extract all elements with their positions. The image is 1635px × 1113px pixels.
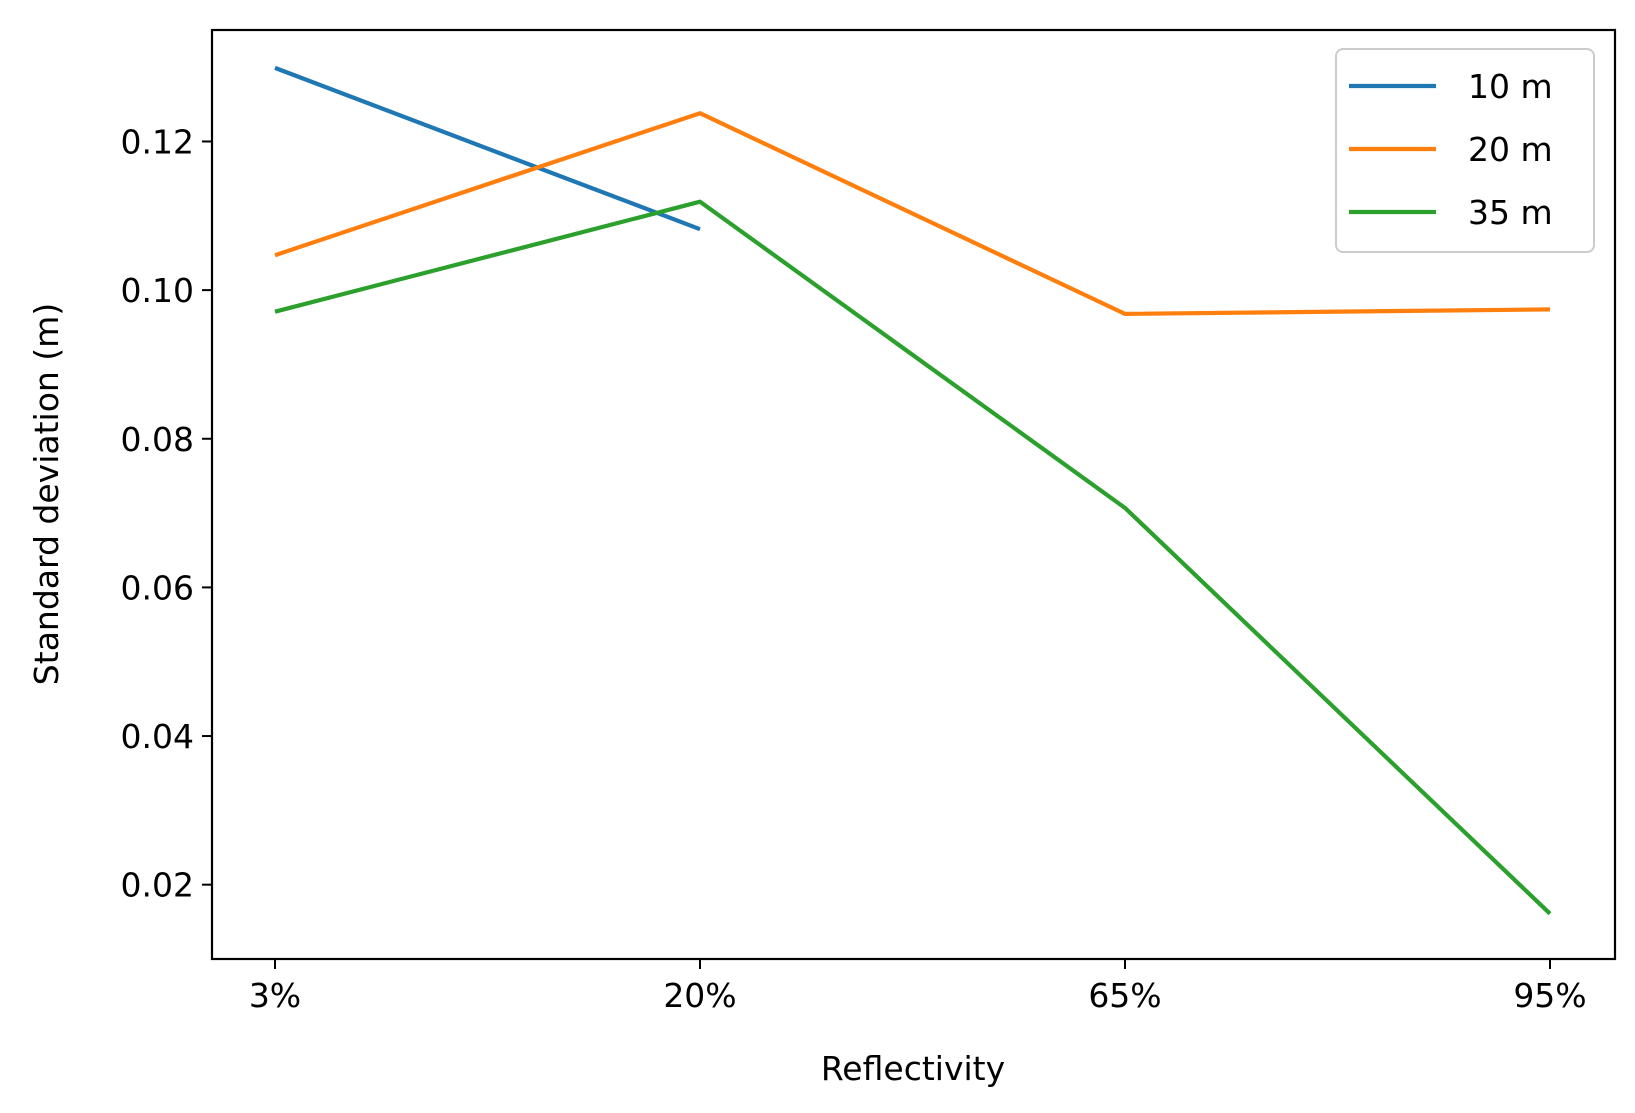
- x-tick-label: 95%: [1513, 976, 1586, 1015]
- y-tick-label: 0.08: [121, 420, 194, 459]
- x-tick-label: 3%: [249, 976, 301, 1015]
- y-tick-label: 0.12: [121, 122, 194, 161]
- x-tick-label: 65%: [1088, 976, 1161, 1015]
- legend: 10 m 20 m 35 m: [1335, 48, 1595, 253]
- y-tick-label: 0.02: [121, 866, 194, 905]
- x-tick-label: 20%: [663, 976, 736, 1015]
- legend-label-3: 35 m: [1468, 193, 1553, 232]
- series-line-2: [274, 111, 1551, 316]
- plot-frame: [210, 28, 1617, 961]
- series-layer: [274, 65, 1552, 916]
- y-tick-label: 0.04: [121, 717, 194, 756]
- legend-label-1: 10 m: [1468, 67, 1553, 106]
- y-axis-label: Standard deviation (m): [27, 303, 66, 685]
- x-axis-label: Reflectivity: [821, 1049, 1005, 1088]
- y-tick-label: 0.06: [121, 568, 194, 607]
- legend-items: 10 m 20 m 35 m: [1349, 67, 1553, 232]
- legend-label-2: 20 m: [1468, 130, 1553, 169]
- series-line-3: [274, 199, 1552, 916]
- legend-box: [1335, 48, 1595, 253]
- y-tick-label: 0.10: [121, 271, 194, 310]
- ticks-layer: 3% 20% 65% 95% 0.02 0.04 0.06 0.08 0.10 0.12: [121, 122, 1587, 1015]
- series-line-1: [274, 65, 701, 232]
